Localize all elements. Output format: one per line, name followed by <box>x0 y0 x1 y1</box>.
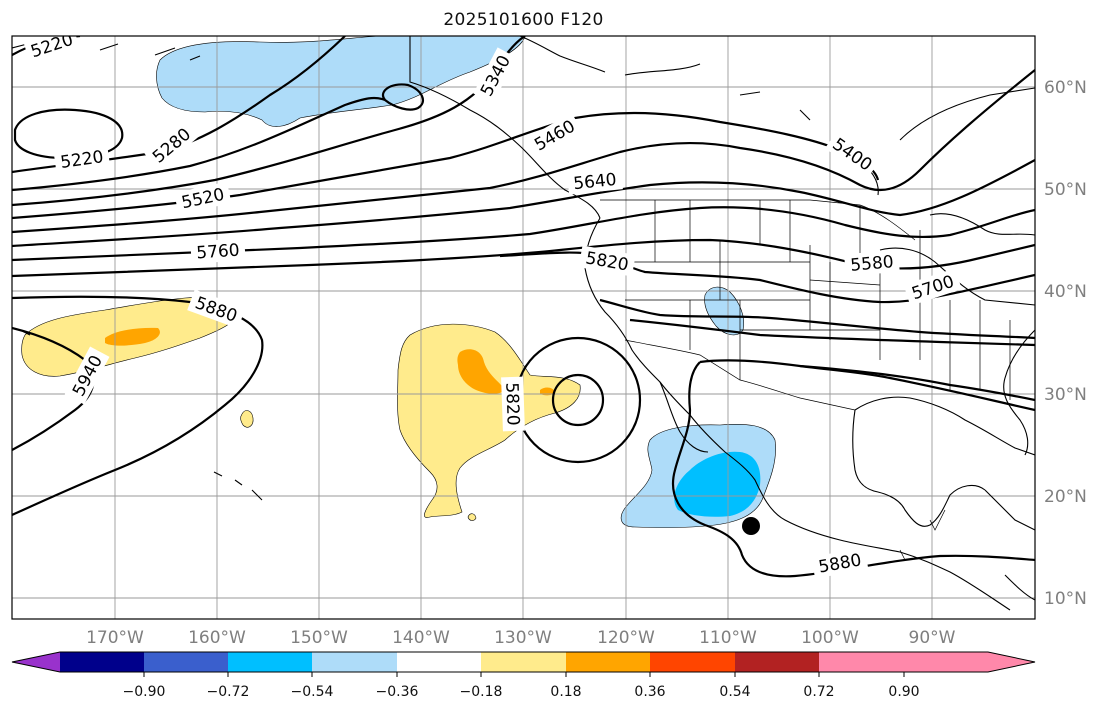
positive-anomaly-area <box>540 387 555 396</box>
colorbar-tick-label: 0.36 <box>634 684 665 700</box>
colorbar-tick-label: −0.90 <box>123 684 166 700</box>
contour-label: 5700 <box>909 272 956 304</box>
colorbar-ticks <box>143 672 905 677</box>
colorbar-tick-label: 0.72 <box>803 684 834 700</box>
colorbar-tick-label: 0.18 <box>550 684 581 700</box>
lat-label: 40°N <box>1044 282 1087 302</box>
map-frame <box>11 35 1036 620</box>
lon-label: 130°W <box>494 628 552 648</box>
colorbar-tick-label: 0.54 <box>719 684 750 700</box>
contour-label: 5820 <box>501 382 522 426</box>
colorbar-swatch <box>312 652 397 672</box>
positive-anomaly-area <box>467 513 477 521</box>
location-marker <box>742 517 760 535</box>
positive-anomaly-area <box>105 327 160 346</box>
colorbar-tick-label: −0.54 <box>291 684 334 700</box>
contour-label: 5760 <box>196 241 241 264</box>
contour-label: 5580 <box>850 252 895 276</box>
map-plot-area: 5220 5220 5280 5340 5460 5400 5520 5640 … <box>12 30 1035 619</box>
colorbar-tick-label: 0.90 <box>888 684 919 700</box>
colorbar-extend-right <box>904 652 1035 672</box>
colorbar-swatch <box>144 652 228 672</box>
colorbar-tick-label: −0.18 <box>460 684 503 700</box>
lat-label: 50°N <box>1044 180 1087 200</box>
colorbar-swatch <box>228 652 312 672</box>
negative-anomaly-area <box>704 286 745 336</box>
lon-label: 110°W <box>699 628 757 648</box>
negative-anomaly-area <box>156 36 526 127</box>
colorbar-tick-label: −0.36 <box>376 684 419 700</box>
anomaly-fills <box>21 36 776 528</box>
contour-label: 5880 <box>817 550 863 577</box>
lon-label: 160°W <box>188 628 246 648</box>
colorbar-swatch <box>650 652 735 672</box>
colorbar-extend-left <box>12 652 60 672</box>
map-title: 2025101600 F120 <box>443 10 604 30</box>
latitude-labels: 60°N 50°N 40°N 30°N 20°N 10°N <box>1044 78 1087 609</box>
colorbar-swatch <box>481 652 566 672</box>
lat-label: 20°N <box>1044 487 1087 507</box>
lat-label: 60°N <box>1044 78 1087 98</box>
colorbar-swatch <box>397 652 481 672</box>
colorbar-swatch <box>566 652 650 672</box>
lon-label: 140°W <box>392 628 450 648</box>
colorbar-swatch <box>735 652 819 672</box>
lon-label: 170°W <box>86 628 144 648</box>
colorbar-outline <box>11 651 1036 673</box>
lon-label: 90°W <box>909 628 956 648</box>
colorbar: −0.90 −0.72 −0.54 −0.36 −0.18 0.18 0.36 … <box>11 651 1036 700</box>
lat-label: 10°N <box>1044 589 1087 609</box>
lon-label: 150°W <box>290 628 348 648</box>
longitude-labels: 170°W 160°W 150°W 140°W 130°W 120°W 110°… <box>86 628 956 648</box>
contour-label: 5220 <box>28 30 75 62</box>
colorbar-swatch <box>819 652 904 672</box>
positive-anomaly-area <box>457 349 505 394</box>
colorbar-swatch <box>60 652 144 672</box>
positive-anomaly-area <box>240 410 254 428</box>
lat-label: 30°N <box>1044 385 1087 405</box>
colorbar-segments <box>12 652 1035 672</box>
lon-label: 120°W <box>597 628 655 648</box>
colorbar-tick-label: −0.72 <box>207 684 250 700</box>
lon-label: 100°W <box>801 628 859 648</box>
positive-anomaly-area <box>397 323 581 518</box>
contour-label: 5640 <box>572 170 617 194</box>
negative-anomaly-area <box>674 451 761 517</box>
contour-label: 5820 <box>584 248 630 275</box>
